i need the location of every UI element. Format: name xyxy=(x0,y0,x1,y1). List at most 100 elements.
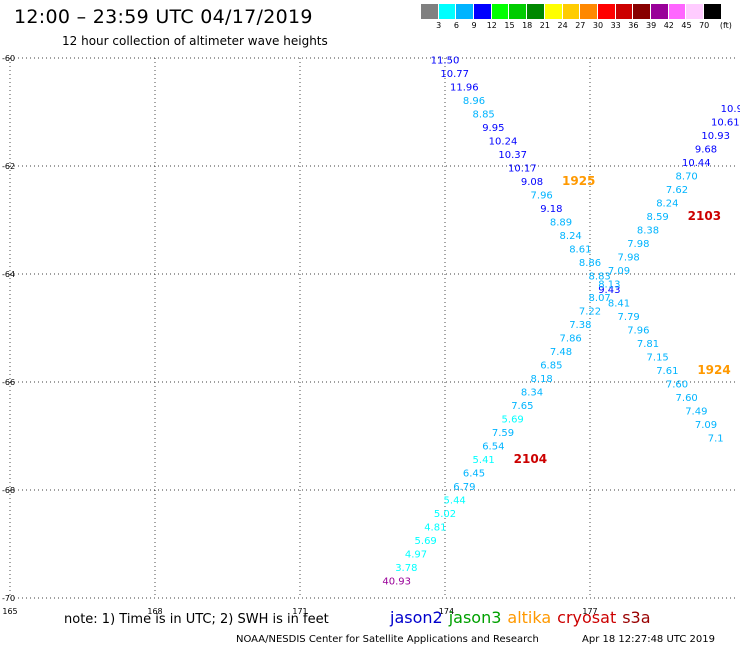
color-scale-label: 36 xyxy=(628,21,639,30)
color-scale-label: 18 xyxy=(522,21,533,30)
swh-value: 7.09 xyxy=(608,266,630,277)
swh-value: 8.34 xyxy=(521,388,543,399)
swh-value: 5.41 xyxy=(473,455,495,466)
swh-value: 6.85 xyxy=(540,361,562,372)
swh-value: 5.44 xyxy=(444,496,466,507)
color-scale-swatch xyxy=(456,4,475,19)
swh-value: 40.93 xyxy=(382,577,411,588)
latitude-label: -60 xyxy=(2,54,15,63)
swh-value: 7.96 xyxy=(627,325,649,336)
color-scale-label: 6 xyxy=(453,21,459,30)
color-scale-label: 45 xyxy=(681,21,692,30)
color-scale-swatch xyxy=(474,4,492,19)
legend-entry-altika: altika xyxy=(507,608,552,627)
swh-value: 8.24 xyxy=(656,199,678,210)
swh-value: 8.41 xyxy=(608,298,630,309)
swh-value: 9.18 xyxy=(540,204,562,215)
swh-value: 7.48 xyxy=(550,347,572,358)
swh-value: 4.97 xyxy=(405,550,427,561)
swh-value: 11.50 xyxy=(431,55,460,66)
swh-value: 7.61 xyxy=(656,366,678,377)
latitude-label: -70 xyxy=(2,594,15,603)
swh-value: 7.49 xyxy=(685,406,707,417)
swh-value: 7.59 xyxy=(492,428,514,439)
longitude-label: 171 xyxy=(292,607,307,616)
color-scale-swatch xyxy=(509,4,528,19)
color-scale-swatch xyxy=(438,4,457,19)
swh-value: 10.24 xyxy=(489,136,518,147)
color-scale-label: 33 xyxy=(610,21,621,30)
color-scale-label: 3 xyxy=(436,21,442,30)
map-subtitle: 12 hour collection of altimeter wave hei… xyxy=(62,34,328,48)
credit-text: NOAA/NESDIS Center for Satellite Applica… xyxy=(236,634,539,645)
legend-entry-s3a: s3a xyxy=(622,608,651,627)
color-scale-label: 70 xyxy=(699,21,710,30)
color-scale-swatch xyxy=(562,4,581,19)
swh-value: 10.96 xyxy=(721,104,740,115)
color-scale-bar xyxy=(421,4,722,19)
longitude-label: 168 xyxy=(147,607,162,616)
swh-value: 9.95 xyxy=(482,123,504,134)
swh-value: 7.98 xyxy=(618,253,640,264)
color-scale-swatch xyxy=(491,4,510,19)
color-scale-label: 15 xyxy=(504,21,515,30)
swh-value: 9.68 xyxy=(695,145,717,156)
latitude-label: -68 xyxy=(2,486,15,495)
latitude-label: -64 xyxy=(2,270,15,279)
swh-value: 10.37 xyxy=(498,150,527,161)
swh-value: 8.86 xyxy=(579,258,601,269)
swh-value: 8.61 xyxy=(569,244,591,255)
color-scale-label: 30 xyxy=(592,21,604,30)
swh-value: 7.1 xyxy=(708,433,724,444)
legend-entry-jason3: jason3 xyxy=(448,608,502,627)
swh-value: 6.45 xyxy=(463,469,485,480)
color-scale-label: 39 xyxy=(646,21,657,30)
color-scale-swatch xyxy=(650,4,669,19)
swh-value: 9.43 xyxy=(598,285,620,296)
swh-value: 8.70 xyxy=(676,172,698,183)
swh-value: 7.38 xyxy=(569,320,591,331)
swh-value: 8.18 xyxy=(531,374,553,385)
color-scale-label: 12 xyxy=(486,21,497,30)
swh-value: 7.81 xyxy=(637,339,659,350)
swh-value: 8.85 xyxy=(473,109,495,120)
swh-value: 5.69 xyxy=(415,536,437,547)
latitude-label: -62 xyxy=(2,162,15,171)
pass-time-label: 2104 xyxy=(514,452,547,466)
color-scale-swatch xyxy=(668,4,687,19)
map-title: 12:00 – 23:59 UTC 04/17/2019 xyxy=(14,6,313,28)
swh-value: 4.81 xyxy=(424,523,446,534)
satellite-legend: jason2 jason3 altika cryosat s3a xyxy=(390,608,657,627)
swh-value: 7.60 xyxy=(676,393,698,404)
color-scale-swatch xyxy=(686,4,704,19)
color-scale-label: 9 xyxy=(471,21,477,30)
swh-value: 8.83 xyxy=(589,271,611,282)
swh-value: 8.96 xyxy=(463,96,485,107)
swh-value: 10.44 xyxy=(682,158,711,169)
swh-value: 5.69 xyxy=(502,415,524,426)
footer-note: note: 1) Time is in UTC; 2) SWH is in fe… xyxy=(64,612,329,627)
swh-value: 5.02 xyxy=(434,509,456,520)
longitude-label: 165 xyxy=(2,607,17,616)
swh-value: 10.17 xyxy=(508,163,537,174)
swh-value: 11.96 xyxy=(450,82,479,93)
pass-time-label: 1925 xyxy=(562,174,595,188)
longitude-label: -174 xyxy=(436,607,454,616)
color-scale-label: 27 xyxy=(575,21,586,30)
color-scale-swatch xyxy=(704,4,722,19)
swh-value: 6.79 xyxy=(453,482,475,493)
swh-value: 8.07 xyxy=(589,293,611,304)
color-scale-unit: (ft) xyxy=(719,21,732,30)
swh-value: 7.65 xyxy=(511,401,533,412)
swh-value: 7.86 xyxy=(560,334,582,345)
color-scale-swatch xyxy=(633,4,651,19)
color-scale-label: 24 xyxy=(557,21,568,30)
swh-value: 7.96 xyxy=(531,190,553,201)
color-scale-label: 42 xyxy=(663,21,674,30)
swh-value: 7.60 xyxy=(666,379,688,390)
swh-value: 8.13 xyxy=(598,280,620,291)
swh-value: 7.22 xyxy=(579,307,601,318)
swh-value: 6.54 xyxy=(482,442,504,453)
